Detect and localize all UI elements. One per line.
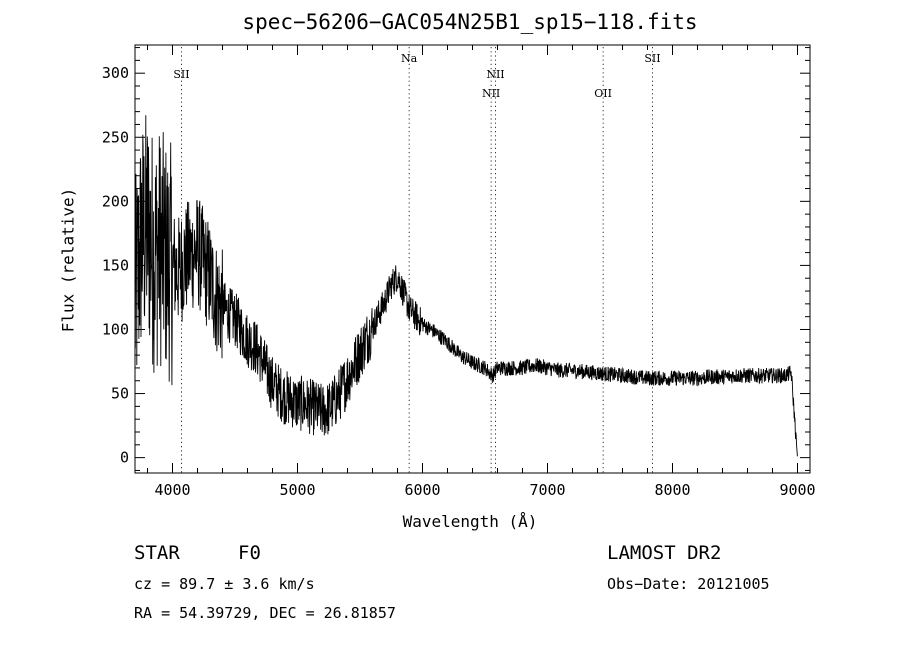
survey-name: LAMOST DR2 <box>607 542 722 564</box>
x-tick-label: 9000 <box>779 481 815 499</box>
line-marker-label: SII <box>644 52 660 65</box>
line-marker-label: Na <box>401 52 418 65</box>
x-axis-label: Wavelength (Å) <box>402 512 538 531</box>
x-tick-label: 5000 <box>279 481 315 499</box>
x-tick-label: 4000 <box>154 481 190 499</box>
line-marker-label: NII <box>482 87 500 100</box>
spectrum-line <box>134 115 798 457</box>
chart-title: spec−56206−GAC054N25B1_sp15−118.fits <box>242 10 698 34</box>
line-marker-label: SII <box>173 68 189 81</box>
x-tick-label: 7000 <box>529 481 565 499</box>
y-tick-label: 50 <box>111 385 129 403</box>
y-tick-label: 150 <box>102 256 129 274</box>
y-tick-label: 250 <box>102 128 129 146</box>
y-tick-label: 100 <box>102 320 129 338</box>
x-tick-label: 8000 <box>654 481 690 499</box>
spectral-subclass: F0 <box>238 542 261 564</box>
y-tick-label: 300 <box>102 64 129 82</box>
redshift-readout: cz = 89.7 ± 3.6 km/s <box>134 575 315 593</box>
y-axis-label: Flux (relative) <box>58 187 78 333</box>
line-marker-label: OII <box>594 87 612 100</box>
coordinates-readout: RA = 54.39729, DEC = 26.81857 <box>134 604 396 622</box>
plot-frame <box>134 44 811 474</box>
observation-date: Obs−Date: 20121005 <box>607 575 770 593</box>
y-tick-label: 200 <box>102 192 129 210</box>
y-tick-label: 0 <box>120 449 129 467</box>
line-marker-label: NII <box>486 68 504 81</box>
axis-ticks: 4000 5000 6000 7000 8000 9000 0 50 100 150 200 250 3… <box>102 45 816 499</box>
x-tick-label: 6000 <box>404 481 440 499</box>
spectrum-series <box>134 115 798 457</box>
object-type: STAR <box>134 542 180 564</box>
emission-line-markers: SII Na NII NII OII SII <box>173 47 661 473</box>
